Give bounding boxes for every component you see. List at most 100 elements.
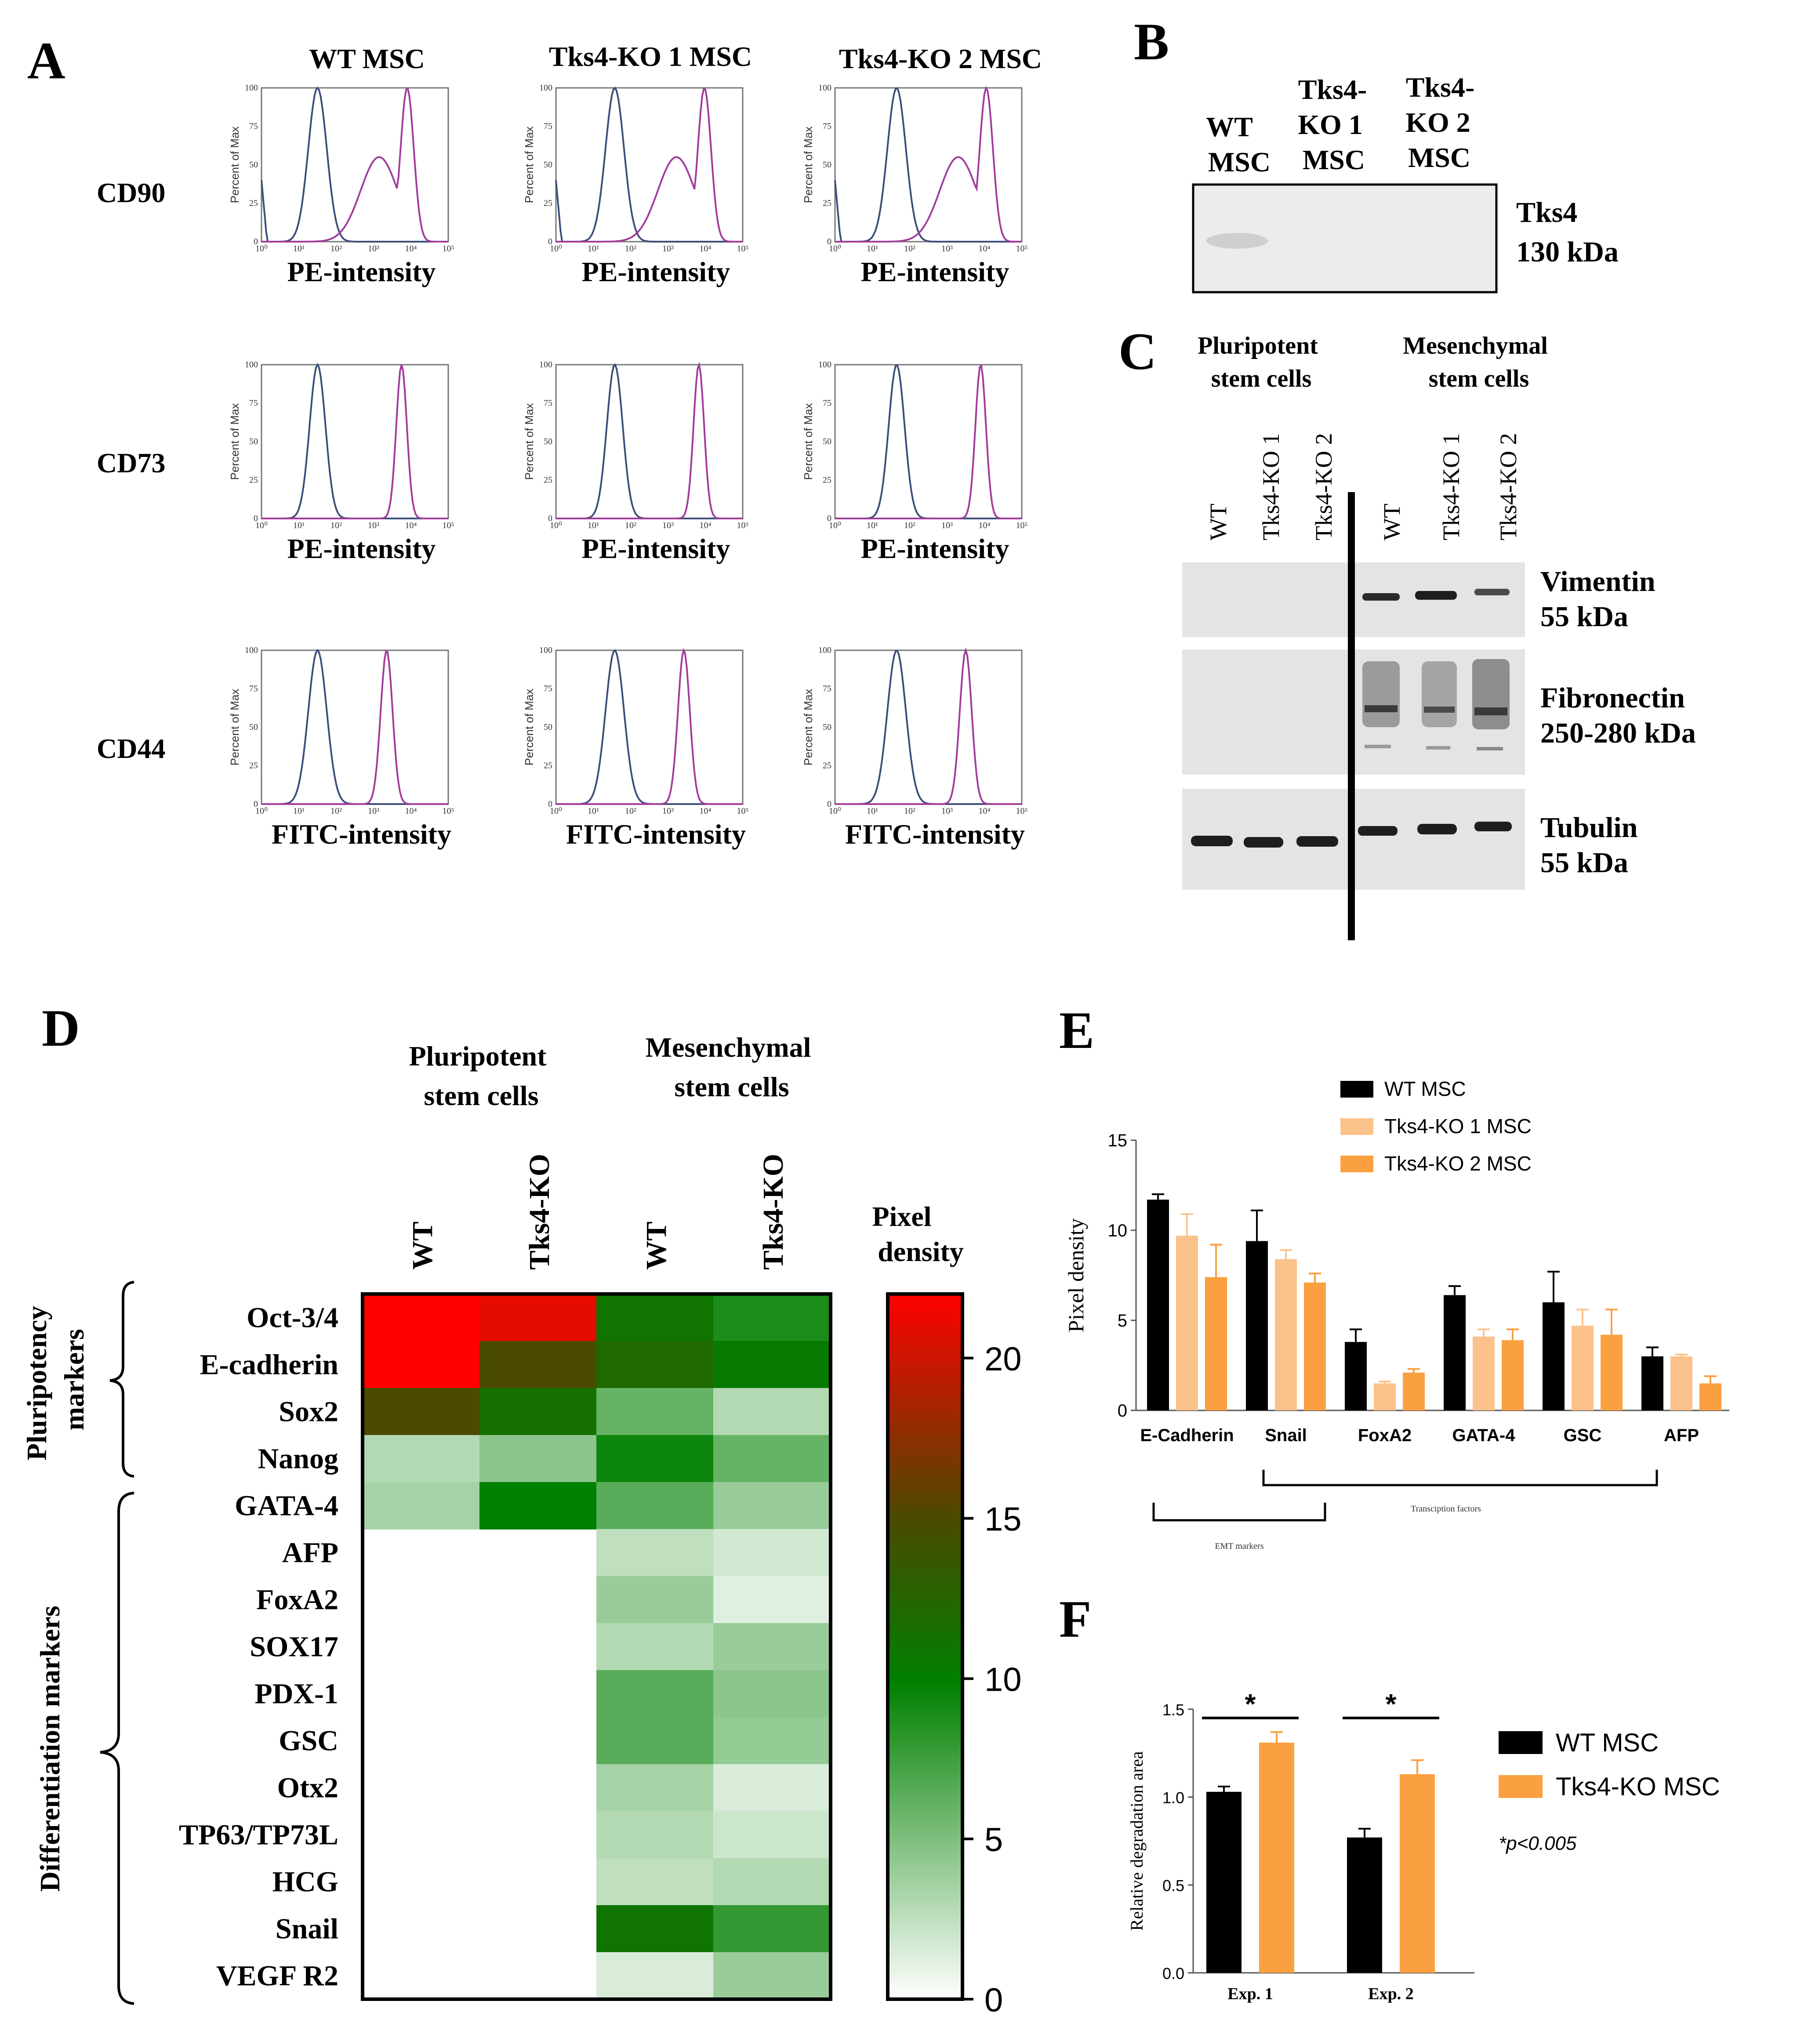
differentiation-bracket: [100, 1492, 134, 2005]
heatmap-cell: [596, 1952, 714, 2000]
y-tick-label: 75: [544, 684, 552, 694]
flow-histogram: 0 25 50 75 100 10⁰ 10¹ 10² 10³ 10⁴ 10⁵ Percent of M…: [228, 83, 454, 287]
heatmap-row-label: SOX17: [250, 1631, 338, 1663]
x-tick-label: 10²: [625, 244, 636, 254]
flow-histogram: 0 25 50 75 100 10⁰ 10¹ 10² 10³ 10⁴ 10⁵ Percent of M…: [802, 645, 1027, 850]
heatmap-cell: [479, 1435, 597, 1482]
x-tick-label: 10⁵: [737, 806, 749, 816]
bar: [1206, 1792, 1242, 1973]
pluripotency-markers-label: Pluripotency markers: [21, 1299, 90, 1461]
heatmap-cell: [713, 1952, 831, 2000]
heatmap-column-label: WT: [407, 1221, 439, 1270]
bar: [1347, 1837, 1382, 1973]
heatmap-cell: [596, 1670, 714, 1718]
lane-labels: WT Tks4-KO 1 Tks4-KO 2 WT Tks4-KO 1 Tks4-KO 2: [1205, 433, 1521, 540]
scale-tick-label: 20: [984, 1341, 1022, 1378]
heatmap-row-label: AFP: [282, 1537, 338, 1569]
x-tick-label: 10⁵: [443, 521, 454, 530]
x-axis-label: PE-intensity: [582, 533, 730, 564]
heatmap-column-labels: WT Tks4-KO WT Tks4-KO: [407, 1154, 789, 1270]
bar: [1205, 1277, 1227, 1410]
emt-markers-label: EMT markers: [1215, 1541, 1263, 1551]
heatmap-row-label: FoxA2: [256, 1584, 338, 1616]
y-tick-label: 25: [823, 475, 831, 485]
heatmap-row-labels: Oct-3/4 E-cadherin Sox2 Nanog GATA-4 AFP FoxA2…: [179, 1302, 338, 1992]
x-axis-label: FITC-intensity: [845, 819, 1025, 850]
panel-f-bar-chart: 0.0 0.5 1.0 1.5 Relative degradation area Exp…: [1127, 1688, 1720, 2003]
heatmap-cell: [479, 1482, 597, 1529]
heatmap-row-label: E-cadherin: [200, 1349, 338, 1381]
tks4-protein-label: Tks4: [1516, 196, 1577, 228]
heatmap-row-label: Snail: [276, 1913, 338, 1945]
lane-label: Tks4-KO 1: [1258, 433, 1284, 540]
x-tick-label: 10³: [368, 244, 379, 254]
x-tick-label: 10²: [625, 806, 636, 816]
tks4-band-wt: [1206, 233, 1268, 249]
x-tick-label: 10⁰: [255, 806, 268, 816]
legend-swatch: [1340, 1081, 1373, 1098]
x-tick-label: 10⁴: [700, 806, 712, 816]
flow-histogram: 0 25 50 75 100 10⁰ 10¹ 10² 10³ 10⁴ 10⁵ Percent of M…: [523, 83, 748, 287]
panel-letter-a: A: [27, 31, 65, 90]
bar: [1275, 1259, 1297, 1410]
y-tick-label: 75: [823, 684, 831, 694]
y-axis-label: Percent of Max: [228, 689, 241, 766]
control-histogram-line: [555, 87, 743, 243]
tks4-size-label: 130 kDa: [1516, 236, 1619, 268]
heatmap-cells: [363, 1294, 831, 2000]
panel-e-bar-chart: WT MSC Tks4-KO 1 MSC Tks4-KO 2 MSC 0 5 10 15 P…: [1064, 1077, 1729, 1551]
y-tick-label: 50: [249, 437, 258, 446]
y-tick-label: 0: [827, 799, 831, 809]
x-tick-label: 10³: [941, 521, 953, 530]
y-tick-label: 1.0: [1162, 1789, 1184, 1807]
x-tick-label: 10¹: [293, 244, 305, 254]
panel-b-tks4-blot: WT MSC Tks4- KO 1 MSC Tks4- KO 2 MSC Tks…: [1192, 72, 1619, 294]
tubulin-size: 55 kDa: [1540, 847, 1628, 879]
heatmap-column-label: WT: [640, 1221, 672, 1270]
row-label-cd73: CD73: [97, 447, 165, 478]
x-category-label: GSC: [1564, 1426, 1602, 1445]
x-tick-label: 10⁵: [1016, 806, 1028, 816]
y-tick-label: 50: [823, 722, 831, 732]
stained-histogram-line: [556, 362, 743, 519]
heatmap-cell: [363, 1388, 480, 1435]
x-tick-label: 10⁴: [405, 806, 417, 816]
heatmap-cell: [713, 1905, 831, 1953]
y-axis-label: Percent of Max: [523, 403, 536, 480]
emt-markers-bracket: [1152, 1503, 1326, 1522]
x-axis-label: PE-intensity: [861, 533, 1009, 564]
y-tick-label: 75: [823, 122, 831, 131]
heatmap-cell: [713, 1717, 831, 1765]
y-tick-label: 50: [823, 437, 831, 446]
heatmap-row-label: Sox2: [279, 1396, 338, 1428]
tubulin-band-4: [1358, 826, 1398, 836]
pixel-density-legend-title: Pixel density: [872, 1201, 963, 1267]
x-axis-label: PE-intensity: [287, 256, 436, 287]
heatmap-row-label: GATA-4: [235, 1490, 338, 1522]
significance-star: *: [1245, 1688, 1256, 1720]
y-tick-label: 50: [249, 722, 258, 732]
heatmap-cell: [596, 1717, 714, 1765]
heatmap-cell: [479, 1294, 597, 1341]
flow-histogram: 0 25 50 75 100 10⁰ 10¹ 10² 10³ 10⁴ 10⁵ Percent of M…: [523, 645, 748, 850]
stained-histogram-line: [835, 86, 1022, 243]
bar: [1670, 1356, 1692, 1410]
y-tick-label: 15: [1108, 1131, 1128, 1150]
histogram-frame: [261, 364, 449, 519]
heatmap-cell: [363, 1294, 480, 1341]
lane-label-wt-msc: WT MSC: [1206, 111, 1271, 178]
heatmap-cell: [713, 1670, 831, 1718]
bar: [1502, 1340, 1524, 1410]
x-category-label: Snail: [1265, 1426, 1307, 1445]
heatmap-row-label: Oct-3/4: [247, 1302, 338, 1334]
vimentin-band-wt: [1362, 593, 1400, 601]
heatmap-cell: [713, 1576, 831, 1624]
col-header-ko1-msc: Tks4-KO 1 MSC: [549, 41, 752, 72]
heatmap-cell: [596, 1435, 714, 1482]
heatmap-cell: [713, 1388, 831, 1435]
heatmap-row-label: VEGF R2: [216, 1960, 338, 1992]
x-tick-label: 10⁰: [550, 244, 562, 254]
y-tick-label: 100: [818, 360, 831, 370]
panel-f-legend: WT MSC Tks4-KO MSC: [1499, 1729, 1720, 1801]
